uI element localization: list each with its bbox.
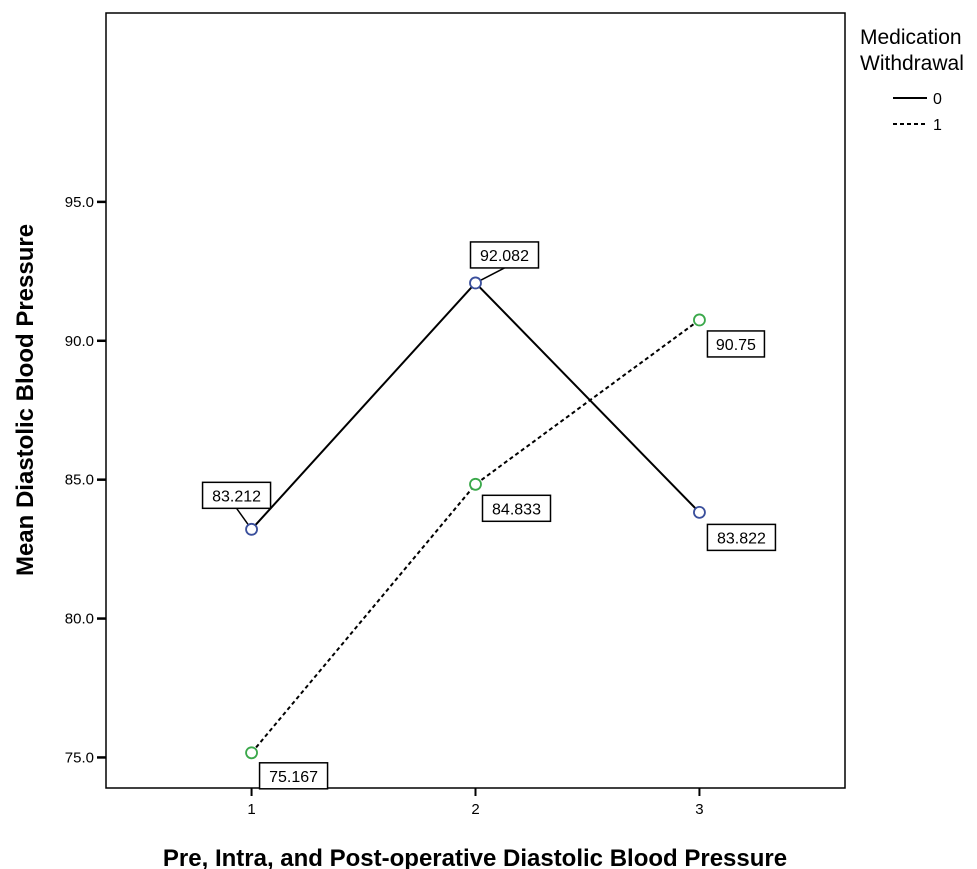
legend: Medication Withdrawal 0 1 [860,26,964,134]
legend-title-line2: Withdrawal [860,52,964,75]
x-tick-label: 3 [695,801,703,818]
data-point-marker [469,276,482,290]
y-tick-label: 85.0 [65,472,94,489]
data-label: 75.167 [269,769,318,786]
legend-title-line1: Medication [860,26,962,49]
x-axis-title: Pre, Intra, and Post-operative Diastolic… [163,845,787,869]
data-label-box [258,762,329,790]
series-1: 75.167 84.833 90.75 [245,313,766,790]
x-tick-label: 2 [471,801,479,818]
data-label: 90.75 [716,337,756,354]
data-label-box [706,523,777,552]
x-tick-label: 1 [247,801,255,818]
data-label-box [469,241,540,269]
data-label-box [706,330,766,358]
data-point-marker [693,505,706,519]
data-point-marker [245,746,258,760]
series-0: 83.212 92.082 83.822 [201,241,777,552]
plot-frame [105,12,846,789]
series-layer: 83.212 92.082 83.822 75.167 84.833 90.75 [201,241,777,790]
y-axis-title: Mean Diastolic Blood Pressure [12,224,39,576]
legend-entry-0: 0 [933,91,942,108]
series-line [250,319,700,754]
y-tick-label: 95.0 [65,194,94,211]
data-label: 92.082 [480,248,529,265]
y-axis: 75.0 80.0 85.0 90.0 95.0 [65,194,106,766]
y-tick-label: 80.0 [65,611,94,628]
data-point-marker [245,522,258,536]
y-tick-label: 75.0 [65,749,94,766]
data-label-box [481,494,552,523]
y-tick-label: 90.0 [65,333,94,350]
data-point-marker [469,477,482,491]
series-line [250,281,701,530]
x-axis: 1 2 3 [247,788,704,818]
data-point-marker [693,313,706,327]
data-label: 84.833 [492,501,541,518]
data-label: 83.822 [717,530,766,547]
data-label: 83.212 [212,488,261,505]
legend-entry-1: 1 [933,117,942,134]
data-label-box [201,481,272,510]
